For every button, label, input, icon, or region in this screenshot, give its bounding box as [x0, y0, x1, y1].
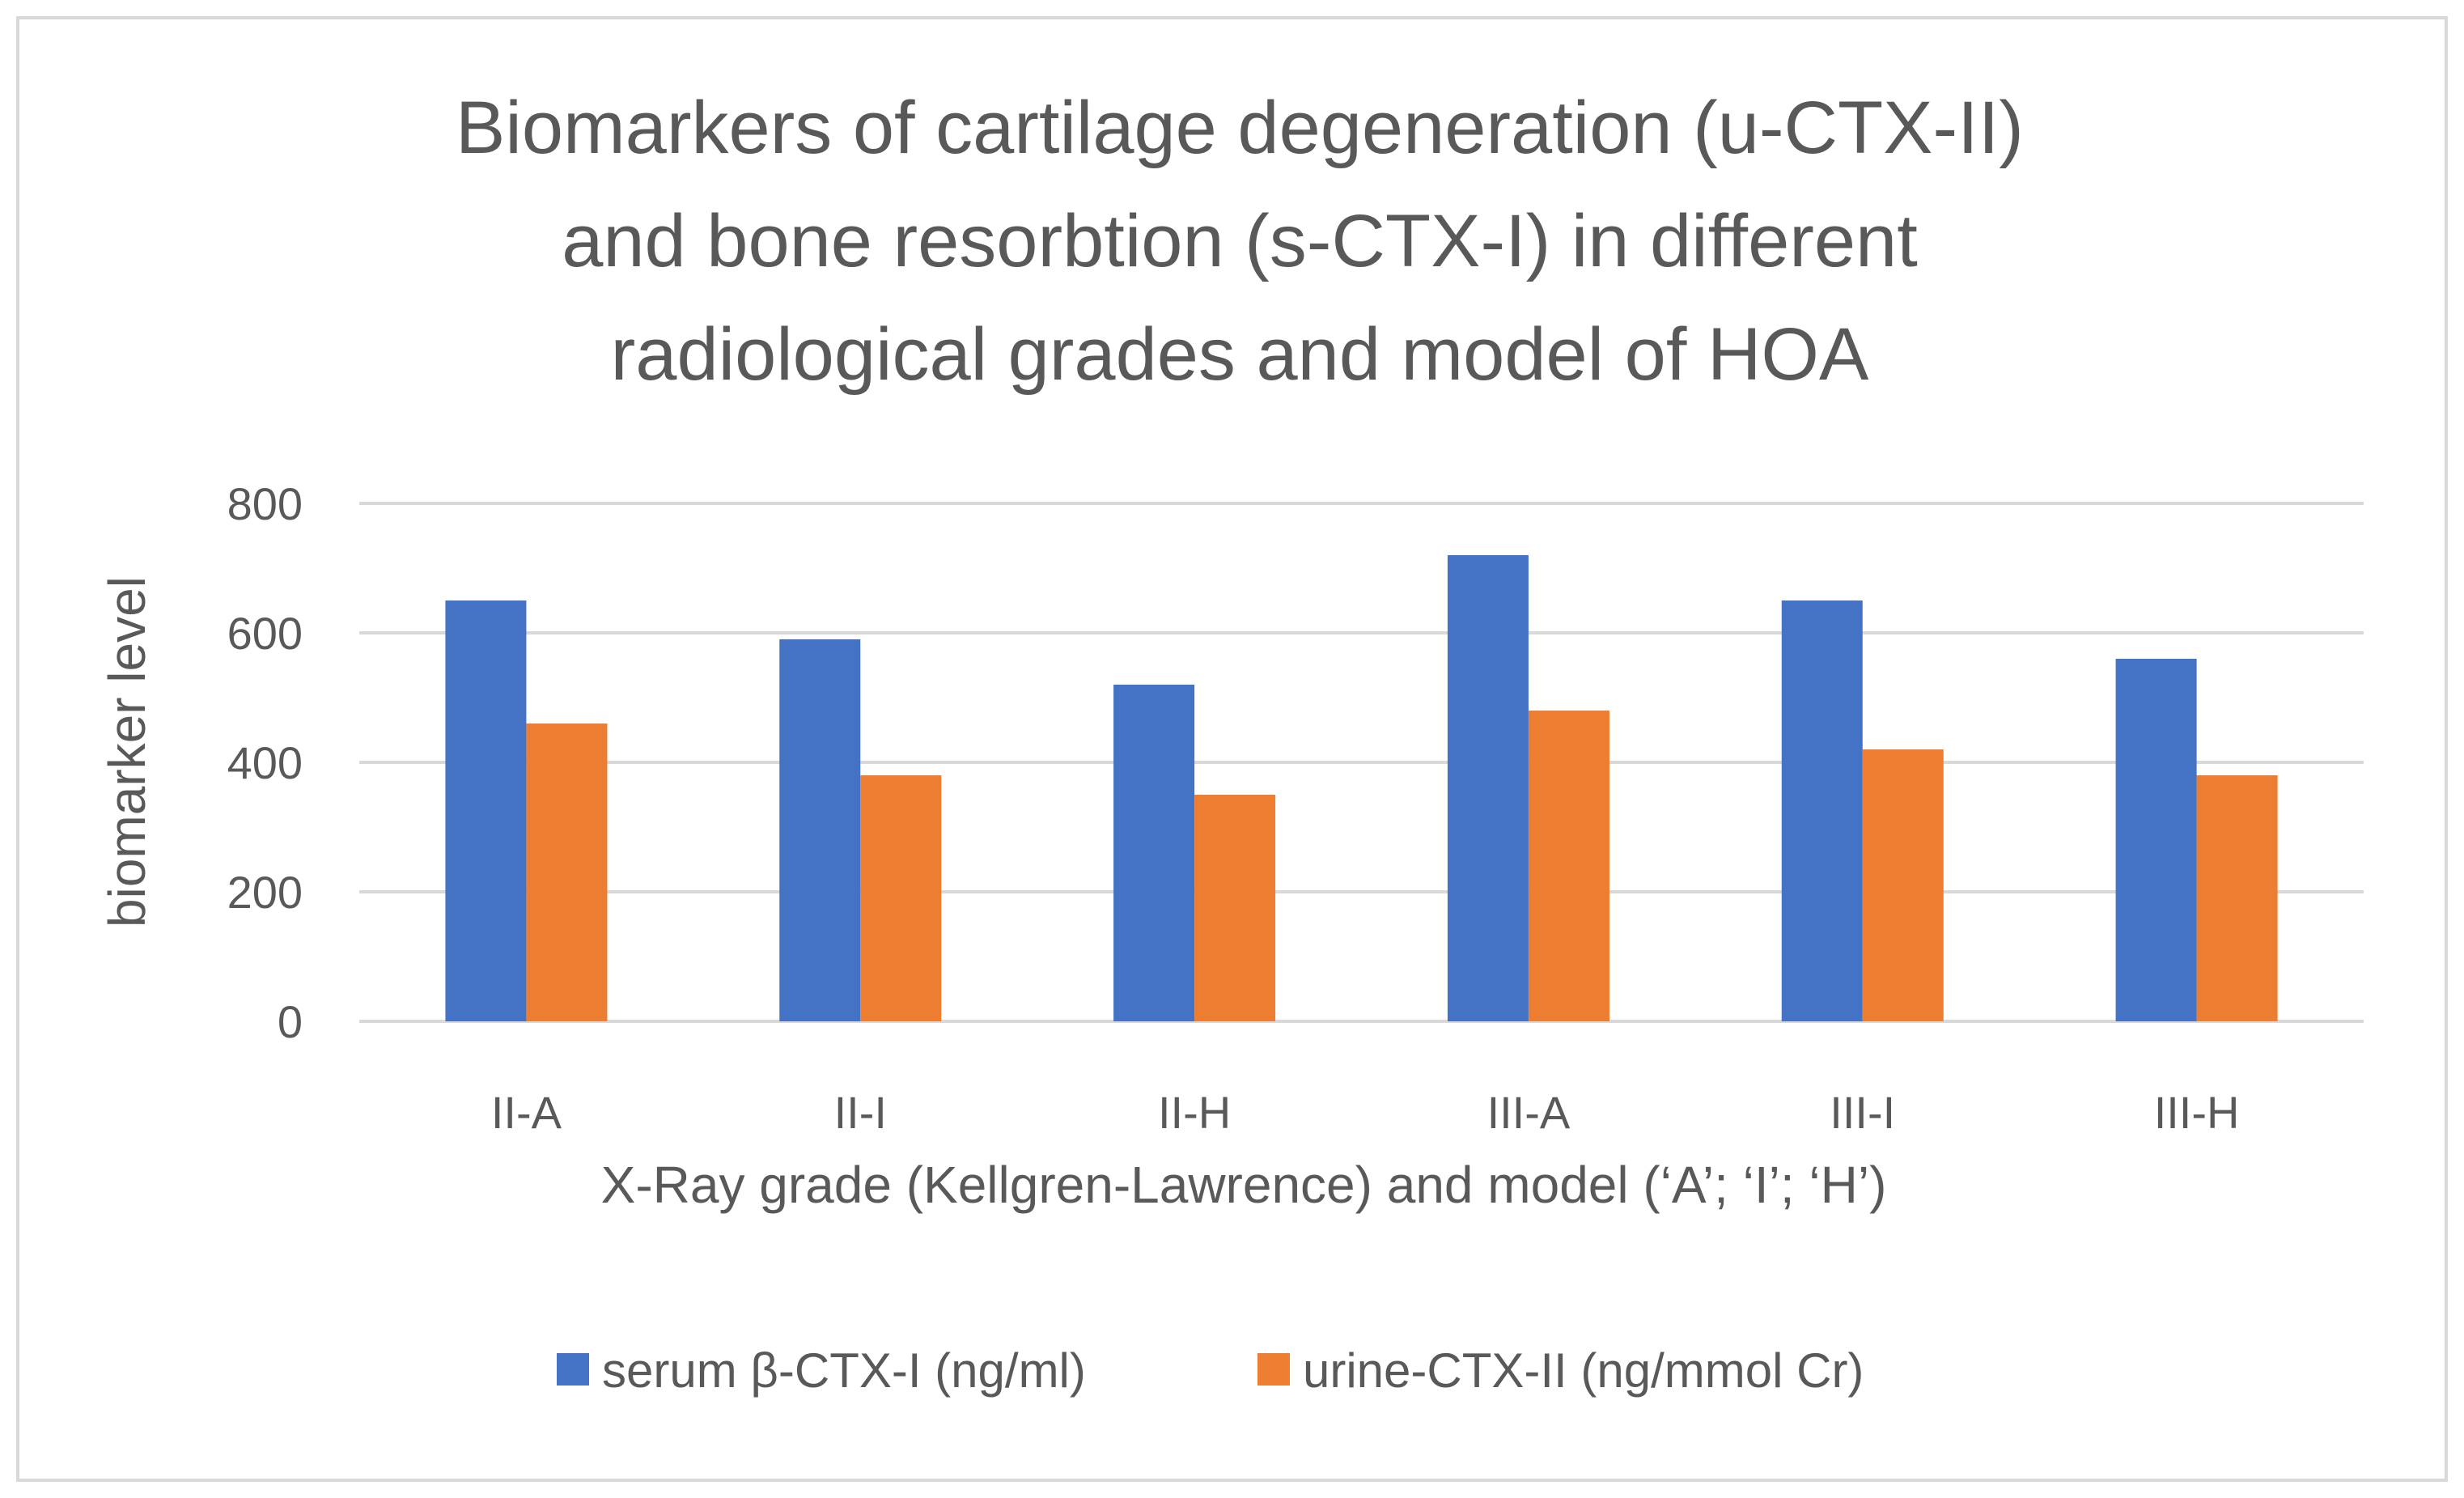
bar-III-I-series-1 — [1781, 600, 1863, 1021]
legend-label-series-2: urine-CTX-II (ng/mmol Cr) — [1303, 1343, 1864, 1398]
bar-II-A-series-1 — [445, 600, 527, 1021]
legend-swatch-series-1 — [557, 1353, 589, 1386]
legend: serum β-CTX-I (ng/ml) urine-CTX-II (ng/mm… — [557, 1343, 1864, 1398]
x-tick-label: III-I — [1830, 1087, 1895, 1138]
chart-title: Biomarkers of cartilage degeneration (u-… — [456, 87, 2024, 396]
y-tick-label: 600 — [227, 608, 303, 659]
bar-III-A-series-1 — [1447, 555, 1529, 1021]
chart-title-line-1: Biomarkers of cartilage degeneration (u-… — [456, 87, 2024, 169]
x-axis-ticks: II-A II-I II-H III-A III-I III-H — [491, 1087, 2240, 1138]
x-tick-label: II-H — [1158, 1087, 1231, 1138]
y-tick-label: 400 — [227, 737, 303, 788]
bars — [445, 555, 2278, 1021]
x-tick-label: III-A — [1487, 1087, 1571, 1138]
bar-III-I-series-2 — [1862, 749, 1944, 1021]
bar-II-A-series-2 — [526, 724, 608, 1021]
x-axis-title: X-Ray grade (Kellgren-Lawrence) and mode… — [601, 1156, 1887, 1214]
y-tick-label: 800 — [227, 478, 303, 529]
chart-title-line-2: and bone resorbtion (s-CTX-I) in differe… — [562, 200, 1918, 282]
x-tick-label: III-H — [2154, 1087, 2240, 1138]
chart-svg: Biomarkers of cartilage degeneration (u-… — [98, 87, 2364, 1398]
x-tick-label: II-A — [491, 1087, 562, 1138]
bar-II-I-series-2 — [860, 775, 942, 1021]
bar-III-A-series-2 — [1528, 711, 1609, 1021]
legend-swatch-series-2 — [1257, 1353, 1290, 1386]
bar-II-H-series-1 — [1113, 685, 1195, 1021]
bar-II-I-series-1 — [779, 639, 861, 1021]
bar-III-H-series-2 — [2196, 775, 2278, 1021]
bar-III-H-series-1 — [2115, 659, 2197, 1021]
legend-label-series-1: serum β-CTX-I (ng/ml) — [602, 1343, 1086, 1398]
y-tick-label: 0 — [278, 996, 303, 1047]
bar-II-H-series-2 — [1194, 795, 1276, 1021]
chart-area: Biomarkers of cartilage degeneration (u-… — [16, 16, 2448, 1482]
gridlines — [359, 502, 2364, 1023]
y-axis-title: biomarker level — [98, 576, 156, 927]
y-axis-ticks: 0 200 400 600 800 — [227, 478, 303, 1047]
y-tick-label: 200 — [227, 867, 303, 918]
chart-title-line-3: radiological grades and model of HOA — [611, 313, 1869, 396]
x-tick-label: II-I — [834, 1087, 887, 1138]
